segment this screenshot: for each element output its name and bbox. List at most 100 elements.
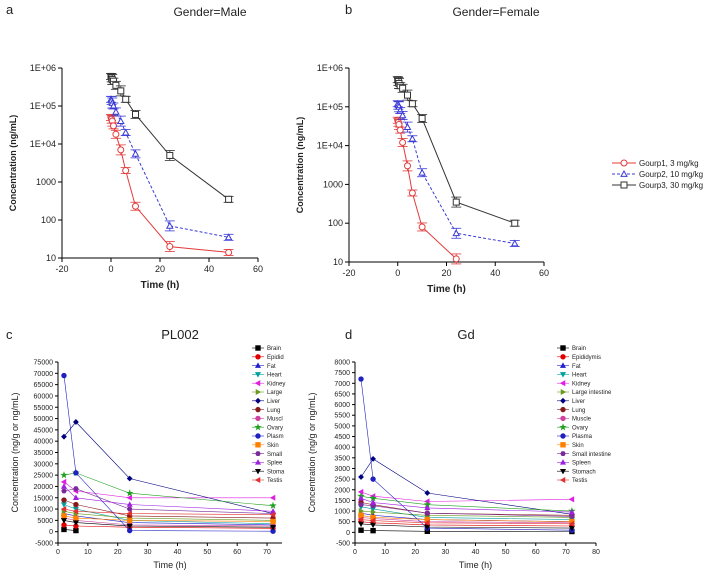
data-point — [165, 221, 174, 229]
y-tick-label: 8000 — [334, 360, 350, 367]
data-point — [132, 202, 139, 210]
data-point — [61, 497, 67, 503]
data-point — [61, 526, 67, 533]
data-point — [269, 494, 276, 501]
data-point — [358, 508, 365, 515]
legend-entry-8: Lung — [252, 406, 280, 414]
legend-entry-1: Brain — [557, 345, 586, 352]
legend-entry-6: Large — [252, 388, 283, 396]
legend-marker — [560, 354, 566, 360]
x-axis-label: Time (h) — [459, 560, 492, 570]
series-line — [63, 375, 274, 532]
x-tick-label: 60 — [233, 549, 241, 556]
legend-entry-2: Epididymis — [557, 354, 601, 361]
legend-marker — [559, 362, 567, 368]
y-tick-label: 1E+05 — [317, 102, 343, 112]
x-tick-label: 30 — [144, 549, 152, 556]
legend-entry-8: Lung — [557, 406, 585, 414]
legend-entry-11: Plasma — [557, 433, 593, 440]
legend-entry-13: Small — [252, 451, 282, 458]
y-tick-label: 6000 — [334, 402, 350, 409]
y-axis-label: Concentration (ng/g or ng/mL) — [10, 392, 20, 512]
data-point — [358, 512, 364, 519]
data-point — [408, 189, 416, 197]
y-tick-label: 70000 — [34, 371, 54, 378]
chart-title: Gd — [457, 327, 474, 342]
legend-label: Spleen — [572, 461, 591, 467]
data-point — [358, 376, 364, 382]
legend-entry-15: Stomach — [557, 468, 596, 475]
data-point — [126, 510, 132, 517]
legend-marker — [560, 415, 566, 422]
data-point — [126, 494, 132, 501]
y-tick-label: 100 — [328, 218, 343, 228]
legend-entry-16: Testis — [557, 476, 587, 484]
legend-entry-11: Plasm — [252, 433, 284, 440]
x-tick-label: 0 — [108, 264, 113, 274]
series-line — [360, 495, 572, 512]
data-point — [112, 107, 120, 115]
data-point — [370, 499, 377, 505]
series-line — [63, 481, 273, 499]
legend-label: Skin — [572, 443, 584, 449]
x-tick-label: 20 — [155, 264, 165, 274]
data-point — [399, 84, 407, 92]
series-8 — [61, 497, 276, 521]
series-15 — [60, 518, 277, 531]
legend-marker — [560, 345, 566, 351]
chart-title: Gender=Male — [173, 5, 246, 19]
data-point — [72, 494, 79, 501]
legend-entry-5: Kidney — [252, 380, 285, 387]
series-5 — [357, 488, 575, 505]
legend-entry-1: Gourp1, 3 mg/kg — [612, 159, 699, 168]
panel-a-chart: a Gender=Male 10 100 1000 1E+04 1E+05 1E+06 -20 0… — [6, 2, 263, 291]
y-tick-label: 50000 — [34, 416, 54, 423]
series-line — [360, 506, 572, 520]
legend-label: Splee — [267, 461, 283, 467]
series-line — [397, 103, 515, 244]
legend-marker — [620, 159, 628, 167]
data-point — [424, 524, 431, 531]
x-tick-label: 60 — [532, 549, 540, 556]
legend-label: Liver — [572, 399, 585, 405]
data-point — [109, 122, 117, 130]
series-1 — [106, 113, 234, 256]
y-tick-label: 100 — [41, 215, 56, 225]
legend-marker — [560, 433, 566, 439]
legend-entry-14: Spleen — [557, 459, 591, 467]
y-tick-label: 3000 — [334, 466, 350, 473]
y-tick-label: 1500 — [334, 498, 350, 505]
legend-entry-7: Liver — [557, 397, 585, 405]
y-tick-label: 1E+05 — [30, 101, 56, 111]
series-1 — [392, 116, 462, 265]
data-point — [224, 233, 233, 241]
panel-d-chart: d Gd-500050010001500200025003000350040004… — [307, 327, 612, 570]
data-point — [225, 195, 233, 203]
data-point — [408, 100, 416, 108]
y-tick-label: 20000 — [34, 484, 54, 491]
series-14 — [60, 483, 277, 514]
data-point — [408, 134, 417, 142]
legend-label: Ovary — [572, 425, 588, 431]
chart-title: Gender=Female — [452, 5, 539, 19]
series-14 — [357, 495, 575, 515]
legend-marker — [560, 406, 566, 413]
legend-label: Large intestine — [572, 390, 612, 396]
data-point — [370, 509, 377, 516]
legend-marker — [255, 415, 261, 422]
series-line — [63, 517, 274, 527]
legend-marker — [255, 451, 261, 456]
data-point — [424, 510, 431, 516]
legend-marker — [254, 372, 262, 378]
series-line — [63, 524, 274, 529]
x-tick-label: 20 — [441, 268, 451, 278]
legend-label: Ovary — [267, 425, 283, 431]
data-point — [72, 508, 79, 515]
legend-marker — [254, 380, 261, 387]
y-tick-label: 1000 — [323, 179, 343, 189]
series-7 — [61, 419, 276, 517]
x-tick-label: 30 — [441, 549, 449, 556]
legend-entry-12: Skin — [252, 442, 279, 449]
data-point — [61, 372, 67, 379]
y-tick-label: 3500 — [334, 455, 350, 462]
